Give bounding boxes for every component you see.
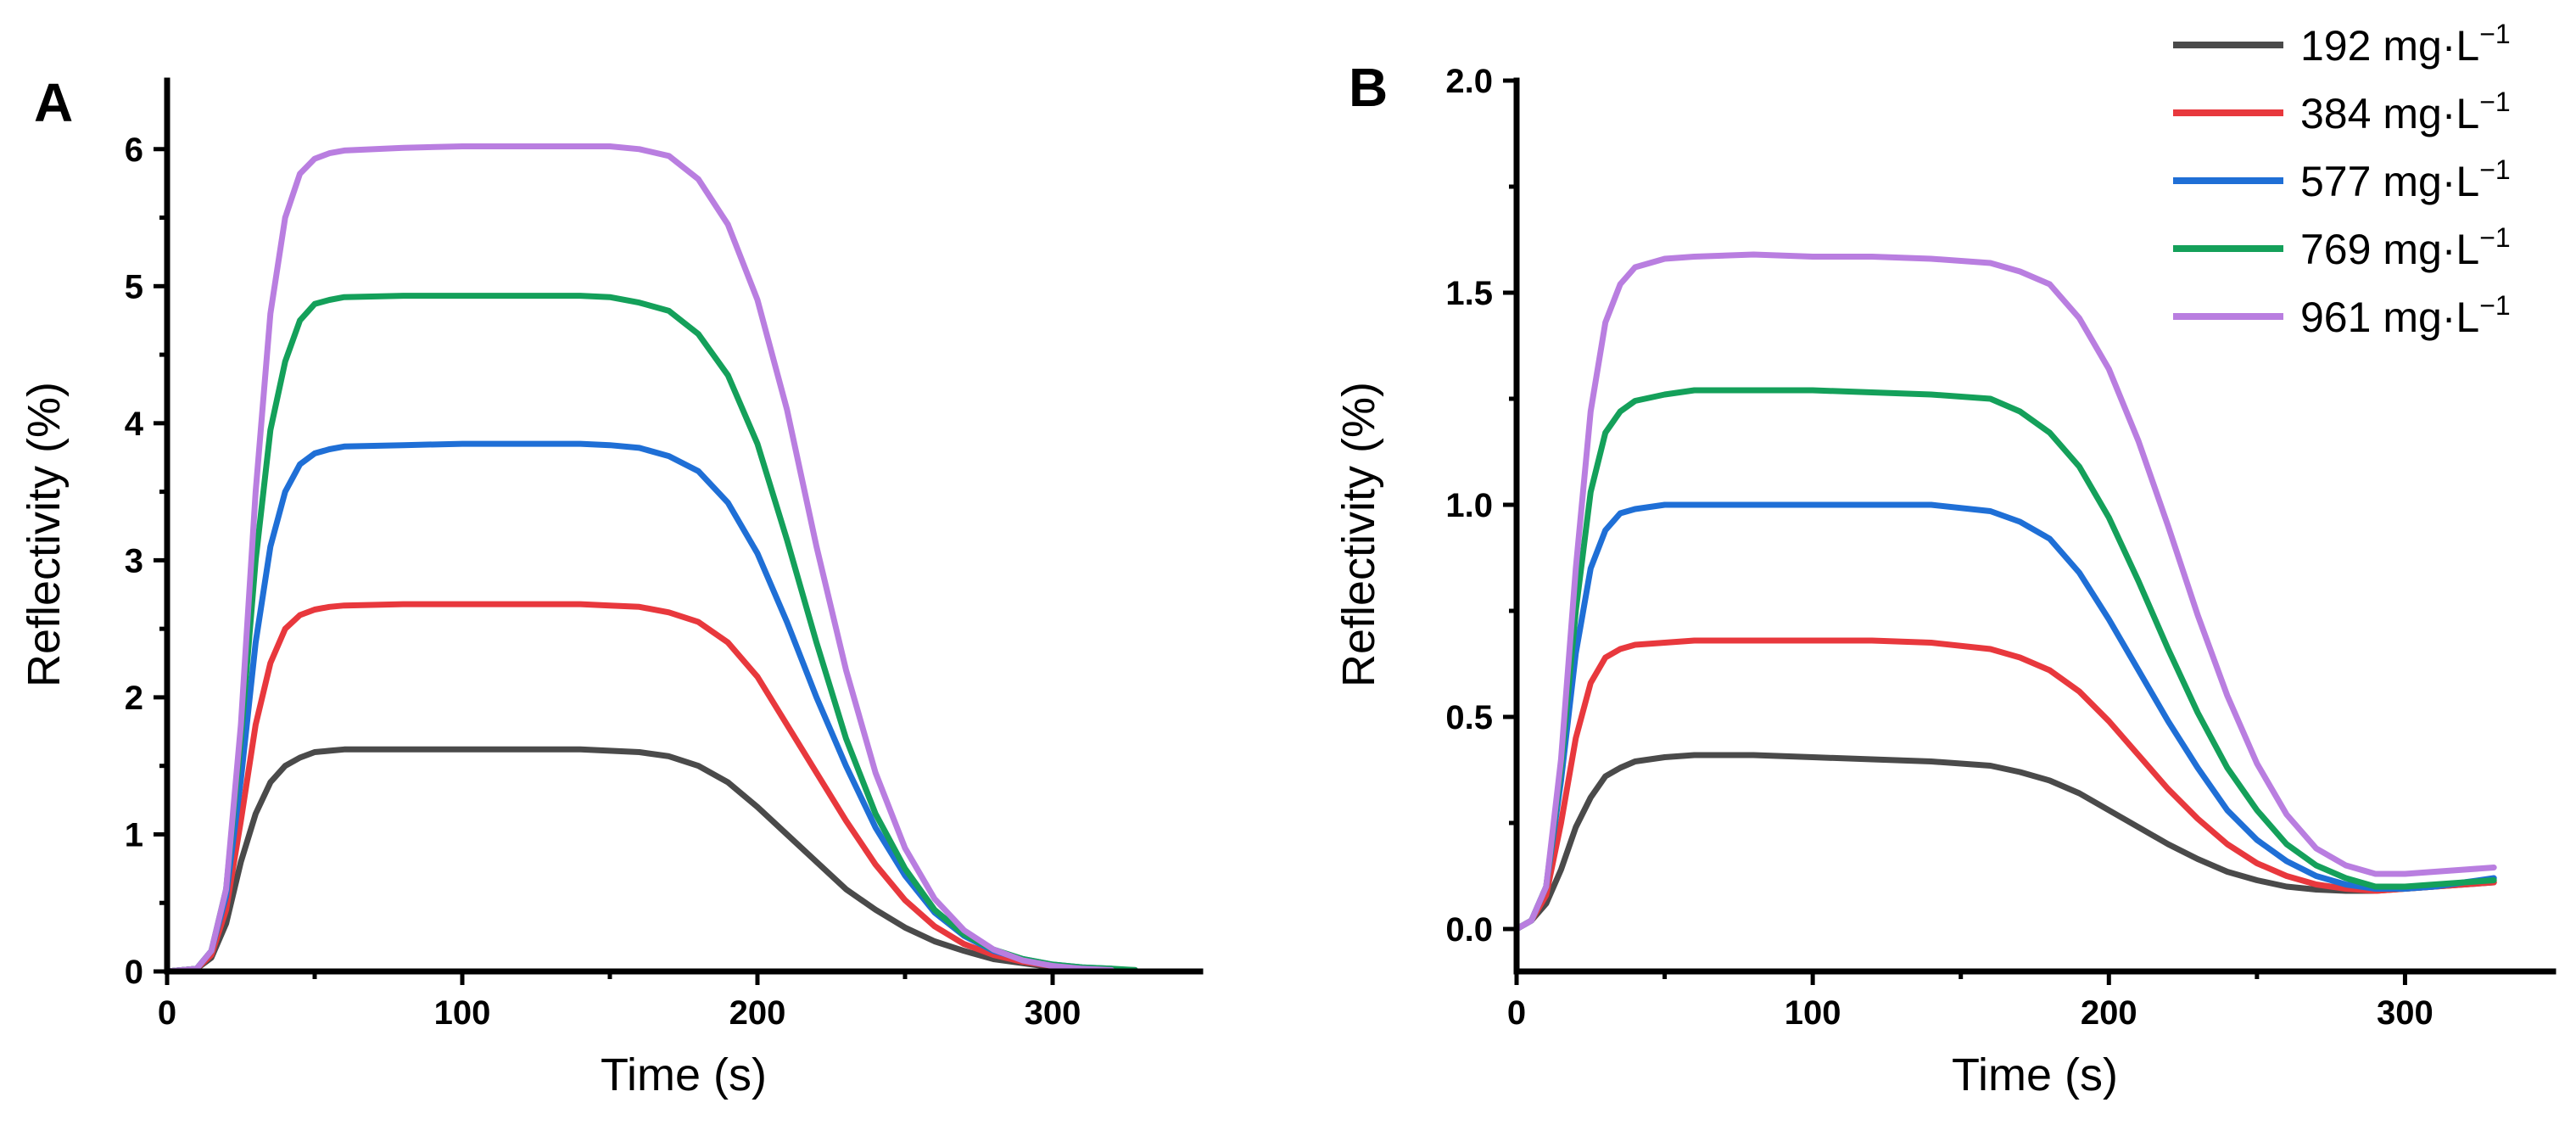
legend-label-value: 577 mg·L: [2300, 158, 2479, 205]
legend-label-value: 192 mg·L: [2300, 22, 2479, 70]
y-tick-label-b: 1.0: [1445, 487, 1493, 524]
series-line-a-961: [164, 143, 1115, 975]
panel-b: 0.0 0.5 1.0 1.5 2.0 0 100 200 300 Time (s) Reflect…: [1333, 57, 2556, 1100]
series-line-b-577: [1513, 501, 2497, 932]
x-axis-title-b: Time (s): [1952, 1049, 2118, 1100]
series-line-a-384: [164, 601, 1115, 975]
legend-label-value: 384 mg·L: [2300, 90, 2479, 137]
x-tick-label-b: 100: [1785, 994, 1841, 1032]
y-tick-label-a: 4: [125, 406, 144, 443]
series-line-b-769: [1513, 387, 2497, 932]
y-tick-label-b: 0.5: [1445, 699, 1493, 736]
series-line-b-384: [1513, 637, 2497, 932]
legend-label-superscript: −1: [2479, 19, 2510, 49]
y-tick-label-b: 2.0: [1445, 63, 1493, 100]
x-axis-title-a: Time (s): [601, 1049, 767, 1100]
legend-label: 384 mg·L−1: [2300, 87, 2511, 137]
series-line-a-769: [164, 293, 1138, 975]
y-tick-label-a: 5: [125, 268, 143, 305]
y-tick-label-a: 6: [125, 132, 143, 169]
y-tick-label-a: 1: [125, 816, 143, 854]
legend-label-superscript: −1: [2479, 87, 2510, 117]
x-tick-label-b: 300: [2377, 994, 2434, 1032]
y-tick-label-a: 0: [125, 954, 143, 991]
x-tick-label-a: 0: [158, 994, 176, 1032]
legend-label-value: 961 mg·L: [2300, 294, 2479, 341]
y-tick-label-b: 1.5: [1445, 275, 1493, 312]
x-tick-label-a: 200: [729, 994, 786, 1032]
x-tick-label-a: 100: [434, 994, 491, 1032]
x-tick-label-b: 0: [1507, 994, 1526, 1032]
series-line-b-192: [1513, 752, 2497, 932]
legend-label-value: 769 mg·L: [2300, 226, 2479, 273]
legend-label: 961 mg·L−1: [2300, 290, 2511, 341]
panel-label-b: B: [1349, 57, 1388, 118]
series-line-a-192: [164, 746, 1138, 975]
legend-label: 192 mg·L−1: [2300, 19, 2511, 70]
y-axis-title-b: Reflectivity (%): [1333, 382, 1384, 687]
panel-a: 0 1 2 3 4 5 6 0 100 200 300 Time (s) Reflectivity (%…: [19, 72, 1204, 1100]
y-tick-label-b: 0.0: [1445, 911, 1493, 949]
legend-label-superscript: −1: [2479, 154, 2510, 185]
y-tick-label-a: 3: [125, 542, 143, 579]
x-tick-label-b: 200: [2081, 994, 2137, 1032]
legend-label: 769 mg·L−1: [2300, 222, 2511, 273]
y-axis-title-a: Reflectivity (%): [19, 382, 70, 687]
legend-label-superscript: −1: [2479, 222, 2510, 253]
legend-label-superscript: −1: [2479, 290, 2510, 321]
series-line-b-961: [1513, 251, 2497, 932]
x-tick-label-a: 300: [1025, 994, 1081, 1032]
legend-label: 577 mg·L−1: [2300, 154, 2511, 205]
series-line-a-577: [164, 440, 1115, 975]
y-tick-label-a: 2: [125, 680, 143, 717]
panel-label-a: A: [34, 72, 73, 133]
